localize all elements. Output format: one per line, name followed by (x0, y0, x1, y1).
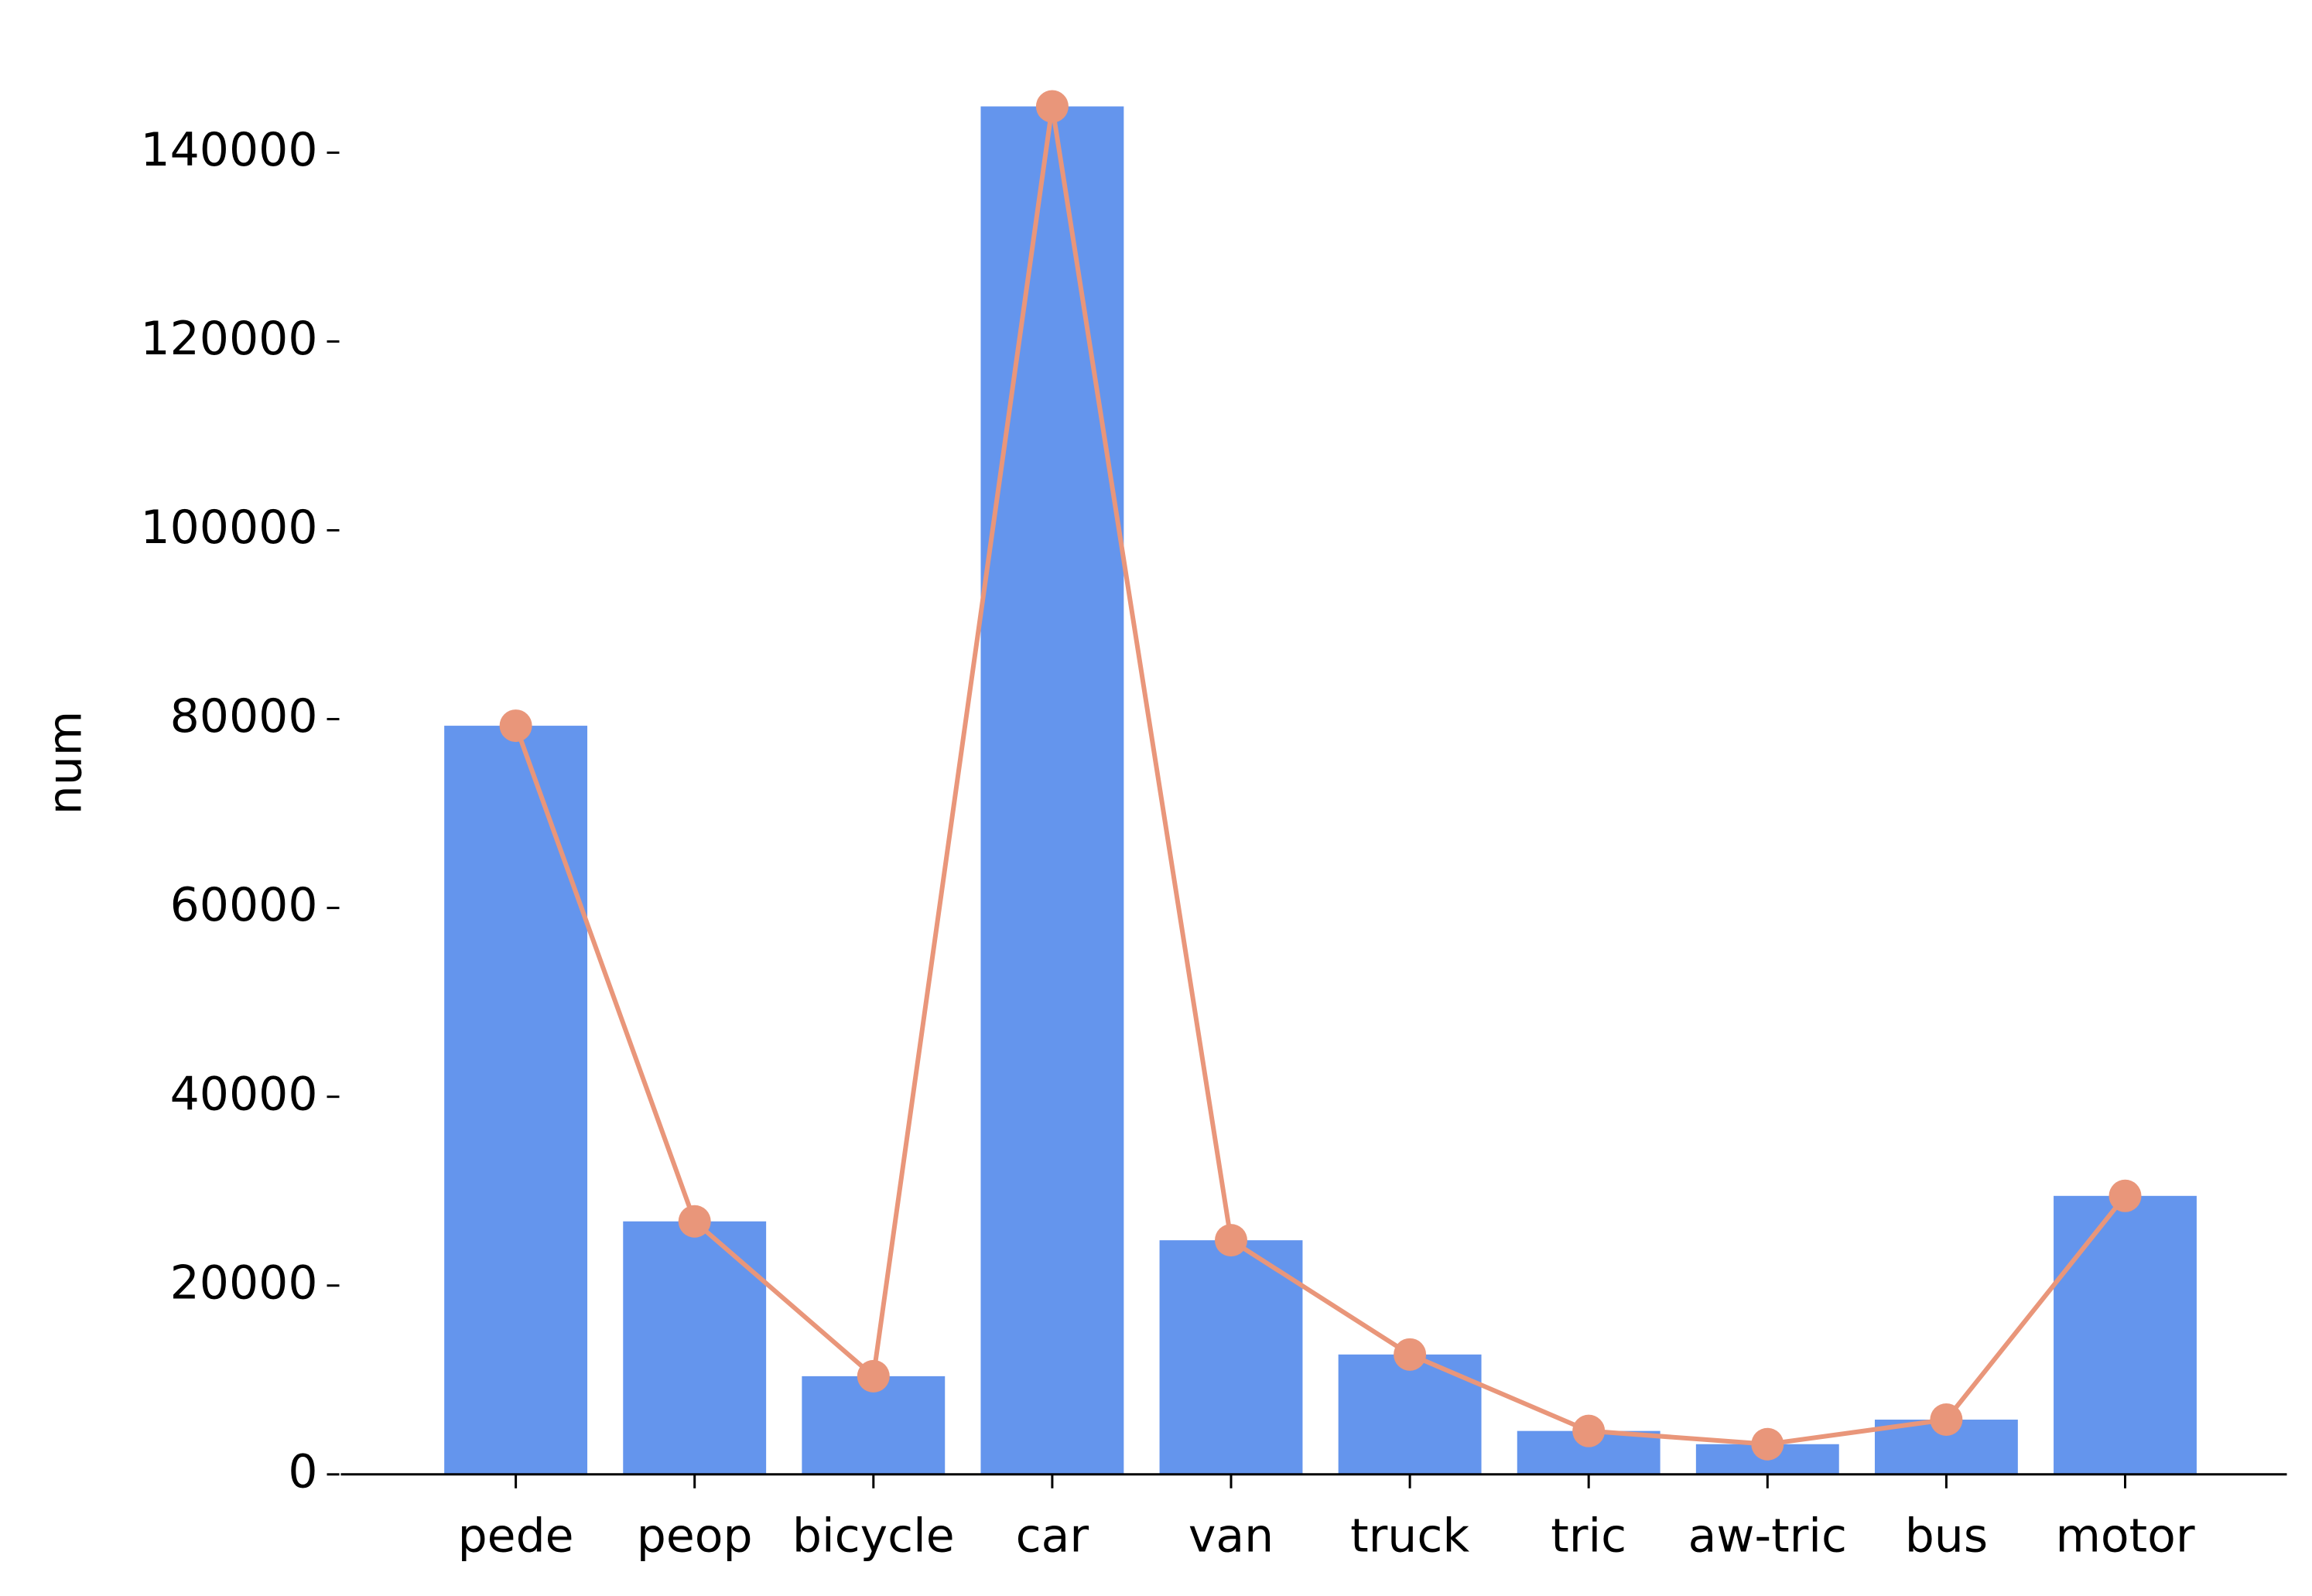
x-tick-label: tric (1551, 1509, 1626, 1563)
line-marker (1215, 1224, 1247, 1257)
bar (444, 726, 588, 1475)
x-tick-label: aw-tric (1688, 1509, 1847, 1563)
x-tick-label: pede (458, 1509, 574, 1563)
line-marker (1751, 1427, 1784, 1461)
x-tick-label: van (1188, 1509, 1274, 1563)
x-tick-label: bus (1905, 1509, 1988, 1563)
y-tick-label: 0 (288, 1444, 317, 1499)
x-tick-label: bicycle (792, 1509, 955, 1563)
x-tick-label: car (1016, 1509, 1089, 1563)
line-marker (1035, 90, 1069, 123)
x-tick-label: truck (1350, 1509, 1469, 1563)
line-marker (1572, 1414, 1606, 1447)
y-tick-label: 40000 (170, 1067, 318, 1121)
y-tick-label: 120000 (140, 312, 317, 366)
y-tick-label: 20000 (170, 1256, 318, 1310)
bar (1338, 1354, 1482, 1475)
line-marker (1394, 1338, 1427, 1371)
line-marker (1930, 1403, 1963, 1437)
y-tick-label: 80000 (170, 689, 318, 743)
y-tick-label: 140000 (140, 123, 317, 177)
line (513, 106, 2127, 1447)
y-axis-label: num (39, 711, 93, 815)
bar (2054, 1195, 2197, 1475)
line-marker (2109, 1179, 2142, 1212)
x-tick-label: motor (2055, 1509, 2194, 1563)
y-tick-label: 100000 (140, 501, 317, 555)
line-marker (857, 1359, 890, 1393)
y-tick-label: 60000 (170, 878, 318, 932)
bar (980, 106, 1124, 1475)
bar (802, 1376, 946, 1475)
bar (1159, 1240, 1303, 1475)
line-marker (678, 1205, 711, 1238)
line-marker (499, 709, 532, 743)
x-tick-label: peop (637, 1509, 753, 1563)
bar (623, 1221, 767, 1475)
